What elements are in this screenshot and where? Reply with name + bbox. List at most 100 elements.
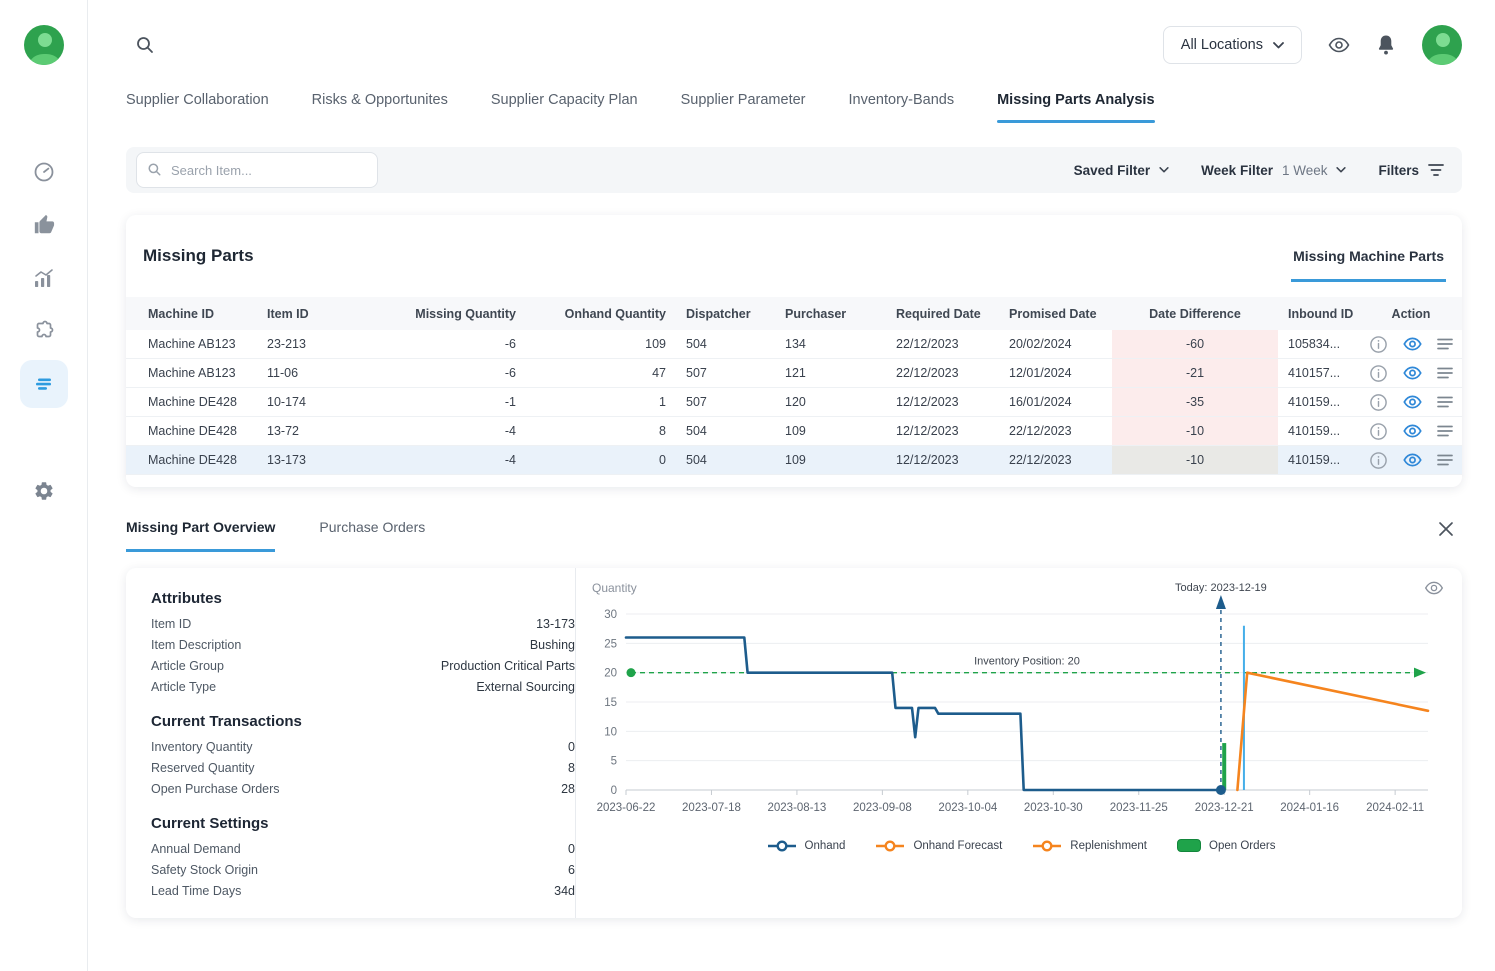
tab-purchase-orders[interactable]: Purchase Orders [319,519,426,535]
notifications-button[interactable] [1376,34,1396,56]
cell-onhand-qty: 8 [659,424,666,438]
cell-machine-id: Machine DE428 [148,453,237,467]
user-avatar[interactable] [1422,25,1462,65]
main-content: All Locations [88,0,1495,971]
saved-filter-dropdown[interactable]: Saved Filter [1074,163,1170,178]
svg-text:Quantity: Quantity [592,581,637,595]
row-info-button[interactable] [1369,364,1388,383]
tab-supplier-parameter[interactable]: Supplier Parameter [680,92,806,108]
cell-inbound-id: 105834... [1288,337,1341,351]
close-detail-button[interactable] [1436,519,1456,542]
cell-machine-id: Machine AB123 [148,366,236,380]
legend-line-icon [767,839,796,852]
svg-text:20: 20 [604,668,617,680]
cell-inbound-id: 410159... [1288,453,1341,467]
row-info-button[interactable] [1369,393,1388,412]
tab-inventory-bands[interactable]: Inventory-Bands [848,92,955,108]
page-tabs: Supplier Collaboration Risks & Opportuni… [126,92,1462,123]
week-filter-label: Week Filter [1201,162,1273,178]
missing-parts-title: Missing Parts [143,246,254,265]
row-info-button[interactable] [1369,451,1388,470]
tab-missing-part-overview[interactable]: Missing Part Overview [126,519,276,552]
cell-purchaser: 121 [785,366,806,380]
svg-text:2023-07-18: 2023-07-18 [682,802,741,814]
table-row[interactable]: Machine AB123 11-06 -6 47 507 121 22/12/2023 12… [126,359,1462,388]
cell-required-date: 22/12/2023 [896,366,959,380]
sidebar-item-missing-parts[interactable] [19,360,68,408]
detail-tabs: Missing Part Overview Purchase Orders [126,519,1462,552]
attr-label: Article Group [151,659,224,673]
info-icon [1370,364,1387,382]
missing-parts-card: Missing Parts Missing Machine Parts Mach… [126,215,1462,487]
cell-required-date: 12/12/2023 [896,395,959,409]
cell-purchaser: 120 [785,395,806,409]
list-icon [1437,338,1453,350]
global-search-button[interactable] [135,35,155,55]
cell-missing-qty: -4 [504,424,516,438]
row-list-button[interactable] [1437,396,1453,408]
tab-supplier-capacity-plan[interactable]: Supplier Capacity Plan [490,92,638,108]
sidebar-item-settings[interactable] [20,467,68,515]
list-icon [1437,454,1453,466]
filters-button[interactable]: Filters [1378,163,1444,178]
legend-item-open-orders[interactable]: Open Orders [1177,839,1276,852]
table-row[interactable]: Machine DE428 13-173 -4 0 504 109 12/12/2023 22… [126,446,1462,475]
row-list-button[interactable] [1437,454,1453,466]
week-filter-dropdown[interactable]: Week Filter 1 Week [1201,162,1347,178]
tab-missing-parts-analysis[interactable]: Missing Parts Analysis [997,92,1155,123]
row-info-button[interactable] [1369,422,1388,441]
search-item-input[interactable] [136,152,378,188]
saved-filter-label: Saved Filter [1073,162,1151,178]
row-list-button[interactable] [1437,425,1453,437]
tab-supplier-collaboration[interactable]: Supplier Collaboration [126,92,269,108]
cell-date-diff: -21 [1112,359,1278,387]
legend-item-onhand[interactable]: Onhand [767,839,845,852]
attr-value: 28 [561,782,575,796]
legend-item-onhand-forecast[interactable]: Onhand Forecast [875,839,1002,852]
info-icon [1370,335,1387,353]
tab-missing-machine-parts[interactable]: Missing Machine Parts [1291,230,1446,282]
cell-promised-date: 22/12/2023 [1009,453,1072,467]
sidebar-avatar[interactable] [23,25,64,65]
row-list-button[interactable] [1437,367,1453,379]
row-view-button[interactable] [1403,366,1422,380]
location-selector[interactable]: All Locations [1162,26,1302,64]
sidebar-item-integrations[interactable] [20,307,68,355]
svg-text:2023-11-25: 2023-11-25 [1110,802,1168,814]
cell-inbound-id: 410159... [1288,424,1341,438]
chart-legend: Onhand Onhand Forecast Replenishment Open O… [590,839,1452,852]
table-row[interactable]: Machine AB123 23-213 -6 109 504 134 22/12/2023… [126,330,1462,359]
sidebar-item-approvals[interactable] [20,201,68,249]
svg-text:2023-06-22: 2023-06-22 [597,802,656,814]
attr-label: Item Description [151,638,242,652]
row-list-button[interactable] [1437,338,1453,350]
tab-risks-opportunites[interactable]: Risks & Opportunites [311,92,448,108]
row-info-button[interactable] [1369,335,1388,354]
row-view-button[interactable] [1403,453,1422,467]
gear-icon [34,482,53,500]
table-row[interactable]: Machine DE428 10-174 -1 1 507 120 12/12/2023 16… [126,388,1462,417]
list-icon [1437,425,1453,437]
visibility-toggle-button[interactable] [1328,37,1350,53]
row-view-button[interactable] [1403,337,1422,351]
eye-icon [1403,366,1422,380]
table-row[interactable]: Machine DE428 13-72 -4 8 504 109 12/12/2023 22/… [126,417,1462,446]
cell-onhand-qty: 47 [652,366,666,380]
cell-machine-id: Machine DE428 [148,395,237,409]
week-filter-value: 1 Week [1281,162,1328,178]
sidebar-item-dashboard[interactable] [20,148,68,196]
chart-visibility-button[interactable] [1424,581,1444,598]
sidebar-item-analytics[interactable] [20,254,68,302]
avatar-icon [23,25,64,65]
eye-icon [1328,37,1350,53]
cell-required-date: 12/12/2023 [896,424,959,438]
svg-text:Inventory Position: 20: Inventory Position: 20 [974,656,1080,668]
cell-inbound-id: 410159... [1288,395,1341,409]
attr-label: Inventory Quantity [151,740,253,754]
cell-purchaser: 134 [785,337,806,351]
legend-item-replenishment[interactable]: Replenishment [1032,839,1147,852]
row-view-button[interactable] [1403,395,1422,409]
legend-label: Onhand Forecast [913,839,1003,852]
row-view-button[interactable] [1403,424,1422,438]
attr-value: 34d [554,884,575,898]
